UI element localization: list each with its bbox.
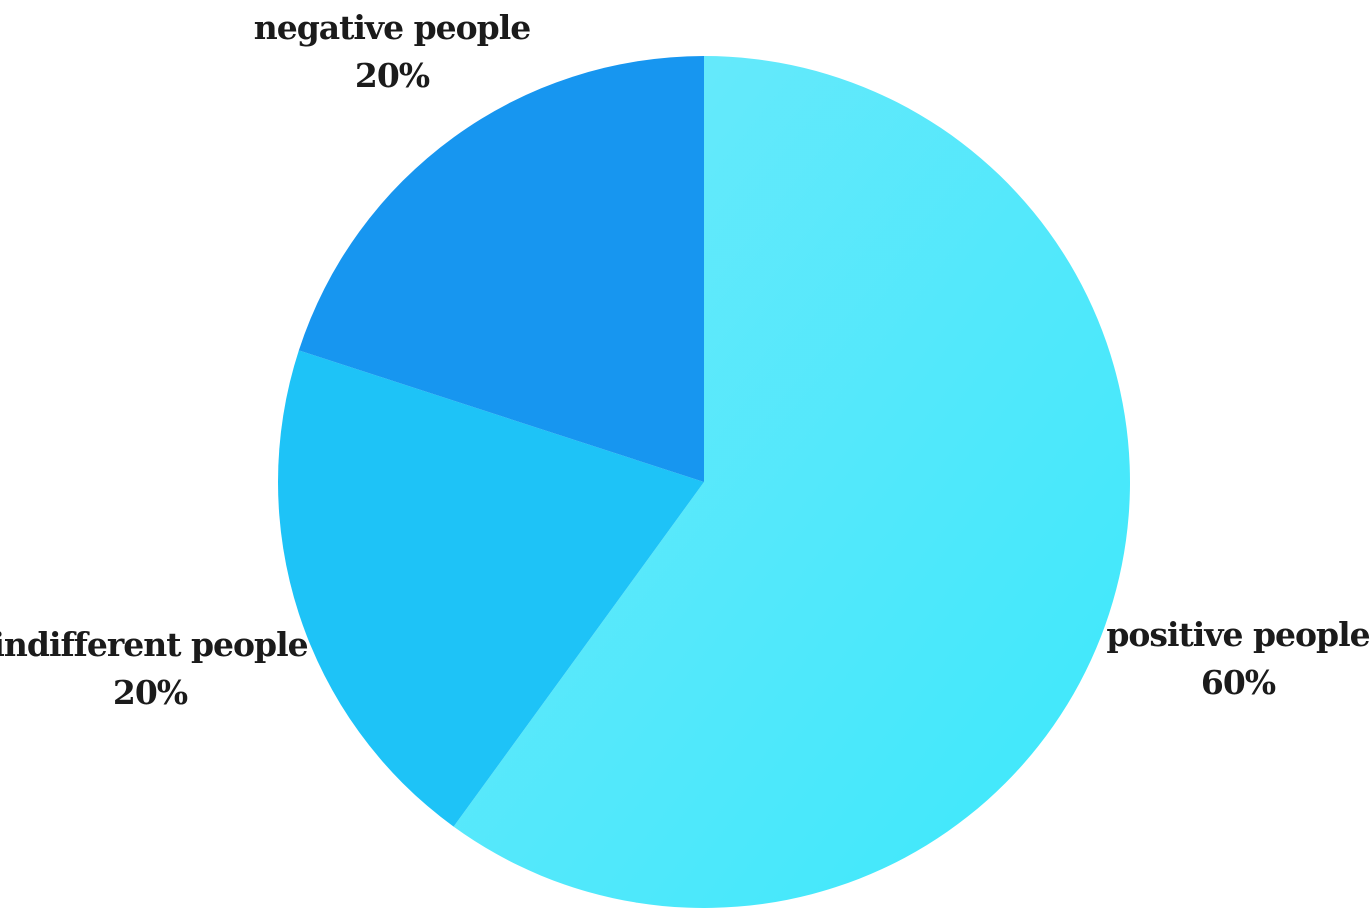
slice-name-negative: negative people (253, 8, 532, 47)
slice-label-negative: negative people 20% (253, 4, 532, 100)
slice-value-indifferent: 20% (112, 673, 188, 712)
slice-positive (453, 56, 1130, 908)
slice-label-positive: positive people 60% (1106, 611, 1370, 707)
slice-name-indifferent: indifferent people (0, 625, 309, 664)
slice-name-positive: positive people (1106, 615, 1370, 654)
slice-negative (298, 56, 704, 482)
slice-value-positive: 60% (1200, 663, 1276, 702)
slice-value-negative: 20% (354, 56, 430, 95)
slice-indifferent (278, 350, 704, 827)
slice-label-indifferent: indifferent people 20% (0, 621, 309, 717)
pie-slices (278, 56, 1130, 908)
